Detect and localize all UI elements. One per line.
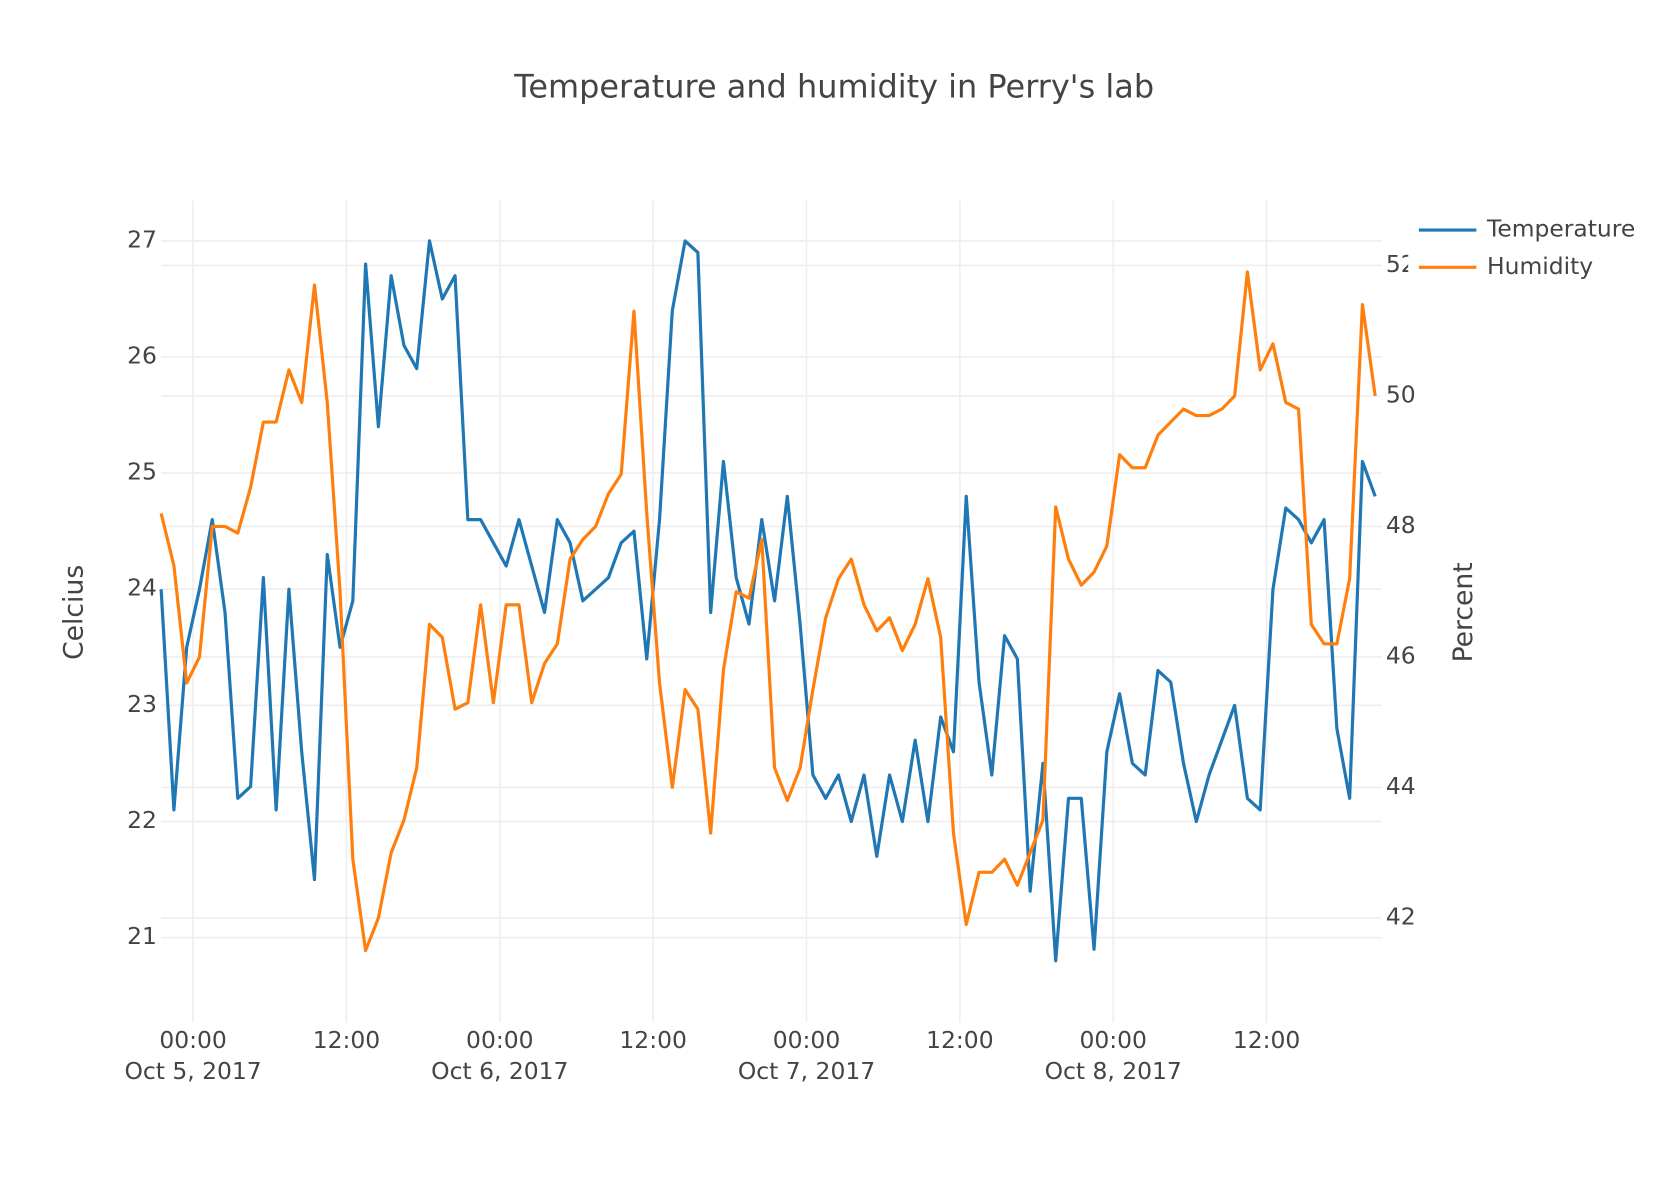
x-tick-label: 12:00 xyxy=(1233,1026,1300,1054)
y-tick-label: 23 xyxy=(127,690,157,718)
series-line xyxy=(159,239,1377,963)
y-tick-label: 25 xyxy=(127,458,157,486)
series-line xyxy=(159,270,1377,953)
x-tick-label: 00:00 xyxy=(159,1026,226,1054)
x-tick-label: 00:00 xyxy=(1079,1026,1146,1054)
x-tick-label: 12:00 xyxy=(313,1026,380,1054)
x-date-label: Oct 5, 2017 xyxy=(124,1057,261,1085)
y-tick-label: 26 xyxy=(127,341,157,369)
x-tick-label: 00:00 xyxy=(466,1026,533,1054)
y2-axis-title: Percent xyxy=(1448,562,1479,662)
grid xyxy=(161,200,1382,1023)
x-date-label: Oct 8, 2017 xyxy=(1045,1057,1182,1085)
y-tick-label: 27 xyxy=(127,225,157,253)
x-date-label: Oct 6, 2017 xyxy=(431,1057,568,1085)
y2-tick-label: 42 xyxy=(1386,902,1416,930)
y-tick-label: 22 xyxy=(127,806,157,834)
legend-background xyxy=(1408,208,1660,288)
y-tick-label: 21 xyxy=(127,922,157,950)
y2-tick-label: 48 xyxy=(1386,511,1416,539)
x-tick-label: 00:00 xyxy=(773,1026,840,1054)
legend-label: Humidity xyxy=(1487,252,1593,280)
x-tick-label: 12:00 xyxy=(926,1026,993,1054)
y2-tick-label: 50 xyxy=(1386,380,1416,408)
y2-tick-label: 44 xyxy=(1386,772,1416,800)
legend: Temperature Humidity xyxy=(1408,208,1660,288)
y-axis-title: Celcius xyxy=(58,565,89,660)
y2-tick-label: 46 xyxy=(1386,641,1416,669)
chart-title: Temperature and humidity in Perry's lab xyxy=(513,67,1154,105)
y-tick-label: 24 xyxy=(127,574,157,602)
legend-label: Temperature xyxy=(1486,215,1635,243)
x-tick-label: 12:00 xyxy=(619,1026,686,1054)
x-date-label: Oct 7, 2017 xyxy=(738,1057,875,1085)
